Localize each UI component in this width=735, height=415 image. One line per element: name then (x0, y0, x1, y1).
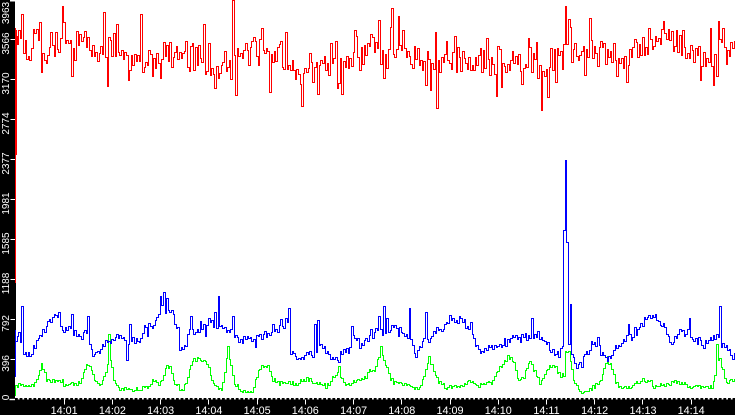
svg-text:14:07: 14:07 (340, 405, 367, 415)
svg-text:3566: 3566 (1, 32, 12, 55)
svg-text:1188: 1188 (1, 272, 12, 294)
svg-text:3170: 3170 (1, 72, 12, 95)
svg-text:3963: 3963 (1, 1, 12, 24)
svg-text:0: 0 (1, 394, 12, 400)
svg-text:14:10: 14:10 (485, 405, 512, 415)
svg-text:14:03: 14:03 (147, 405, 174, 415)
svg-text:2774: 2774 (1, 112, 12, 135)
svg-text:14:11: 14:11 (533, 405, 559, 415)
svg-text:14:06: 14:06 (292, 405, 319, 415)
svg-text:14:04: 14:04 (195, 405, 222, 415)
svg-text:14:08: 14:08 (388, 405, 415, 415)
svg-text:14:01: 14:01 (51, 405, 78, 415)
svg-text:14:02: 14:02 (99, 405, 126, 415)
svg-text:14:12: 14:12 (581, 405, 608, 415)
svg-text:792: 792 (1, 315, 12, 332)
svg-text:1585: 1585 (1, 232, 12, 255)
svg-text:1981: 1981 (1, 192, 12, 215)
svg-text:14:09: 14:09 (436, 405, 463, 415)
svg-text:14:14: 14:14 (678, 405, 705, 415)
svg-text:396: 396 (1, 355, 12, 372)
svg-text:14:05: 14:05 (244, 405, 271, 415)
svg-text:14:13: 14:13 (629, 405, 656, 415)
svg-text:2377: 2377 (1, 152, 12, 175)
